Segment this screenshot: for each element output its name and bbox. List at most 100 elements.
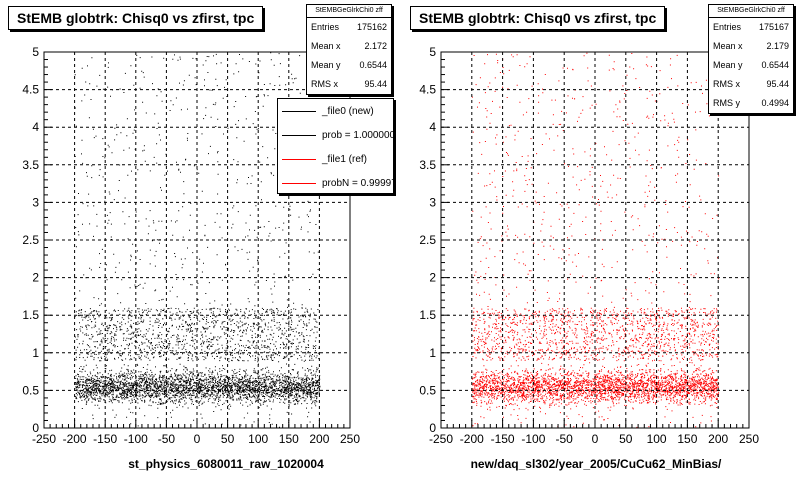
legend-swatch xyxy=(282,134,316,136)
x-tick-label: 250 xyxy=(739,432,759,446)
stats-row-mean-y: Mean y 0.6544 xyxy=(709,56,793,75)
x-tick-label: -200 xyxy=(460,432,484,446)
left-stats-box: StEMBGeGlrkChi0 zff Entries 175162 Mean … xyxy=(306,4,392,95)
stats-value: 0.6544 xyxy=(761,60,789,70)
x-axis: -250 -200 -150 -100 -50 0 50 100 150 200 250 xyxy=(32,420,360,446)
y-tick-label: 0.5 xyxy=(419,383,436,397)
y-tick-label: 1.5 xyxy=(22,308,39,322)
y-tick-label: 4.5 xyxy=(22,83,39,97)
right-plot: -250 -200 -150 -100 -50 0 50 100 150 200 250 0 0.5 1 1… xyxy=(419,45,759,446)
stats-label: Mean x xyxy=(311,41,341,51)
y-tick-label: 4 xyxy=(32,120,39,134)
legend-entry: prob = 1.000000 xyxy=(278,123,393,147)
y-tick-label: 1 xyxy=(429,346,436,360)
stats-value: 2.172 xyxy=(364,41,387,51)
y-tick-label: 0 xyxy=(429,421,436,435)
stats-value: 0.4994 xyxy=(761,98,789,108)
x-tick-label: -250 xyxy=(32,432,56,446)
stats-value: 0.6544 xyxy=(359,60,387,70)
left-title: StEMB globtrk: Chisq0 vs zfirst, tpc xyxy=(8,6,264,30)
right-canvas: -250 -200 -150 -100 -50 0 50 100 150 200 250 0 0.5 1 1… xyxy=(400,0,800,480)
stats-label: Entries xyxy=(713,22,742,32)
x-tick-label: -100 xyxy=(124,432,148,446)
legend-entry: probN = 0.999971 xyxy=(278,171,393,193)
legend-label: probN = 0.999971 xyxy=(322,177,393,189)
right-x-axis-title: new/daq_sl302/year_2005/CuCu62_MinBias/ xyxy=(470,457,722,471)
y-tick-label: 0.5 xyxy=(22,383,39,397)
legend-label: _file0 (new) xyxy=(322,105,374,117)
stats-label: RMS x xyxy=(311,79,338,89)
y-tick-label: 5 xyxy=(429,45,436,59)
x-tick-label: 200 xyxy=(309,432,329,446)
y-tick-label: 3 xyxy=(32,195,39,209)
stats-label: Entries xyxy=(311,22,340,32)
legend-label: _file1 (ref) xyxy=(322,153,368,165)
stats-value: 95.44 xyxy=(766,79,789,89)
y-tick-label: 5 xyxy=(32,45,39,59)
y-tick-label: 3 xyxy=(429,195,436,209)
x-tick-label: 0 xyxy=(592,432,599,446)
stats-label: Mean y xyxy=(311,60,341,70)
left-canvas: -250 -200 -150 -100 -50 0 50 100 150 200 250 0 0.5 1 1… xyxy=(8,4,394,471)
x-tick-label: 100 xyxy=(248,432,268,446)
stats-name: StEMBGeGlrkChi0 zff xyxy=(307,5,391,18)
y-tick-label: 2.5 xyxy=(419,233,436,247)
x-tick-label: -200 xyxy=(63,432,87,446)
x-tick-label: -50 xyxy=(158,432,176,446)
x-tick-label: 0 xyxy=(194,432,201,446)
x-tick-label: 250 xyxy=(340,432,360,446)
y-axis: 0 0.5 1 1.5 2 2.5 3 3.5 4 4.5 5 xyxy=(22,45,52,435)
y-tick-label: 2.5 xyxy=(22,233,39,247)
legend-swatch xyxy=(282,110,316,112)
y-tick-label: 1.5 xyxy=(419,308,436,322)
stats-row-rms-x: RMS x 95.44 xyxy=(709,75,793,94)
stats-value: 175162 xyxy=(356,22,387,32)
legend-label: prob = 1.000000 xyxy=(322,129,394,141)
stats-label: Mean y xyxy=(713,60,743,70)
stats-value: 95.44 xyxy=(364,79,387,89)
x-tick-label: -150 xyxy=(491,432,515,446)
right-stats-box: StEMBGeGlrkChi0 zff Entries 175167 Mean … xyxy=(708,4,794,114)
y-axis: 0 0.5 1 1.5 2 2.5 3 3.5 4 4.5 5 xyxy=(419,45,449,435)
y-tick-label: 4.5 xyxy=(419,83,436,97)
stats-row-mean-x: Mean x 2.179 xyxy=(709,37,793,56)
y-tick-label: 4 xyxy=(429,120,436,134)
left-x-axis-title: st_physics_6080011_raw_1020004 xyxy=(128,457,324,471)
y-tick-label: 3.5 xyxy=(419,158,436,172)
x-tick-label: 150 xyxy=(677,432,697,446)
x-tick-label: 100 xyxy=(647,432,667,446)
stats-row-rms-y: RMS y 0.4994 xyxy=(709,94,793,113)
y-tick-label: 0 xyxy=(32,421,39,435)
x-tick-label: -100 xyxy=(521,432,545,446)
legend-entry: _file1 (ref) xyxy=(278,147,393,171)
y-tick-label: 2 xyxy=(429,271,436,285)
x-tick-label: -50 xyxy=(556,432,574,446)
stats-label: RMS y xyxy=(713,98,740,108)
legend: _file0 (new) prob = 1.000000 _file1 (ref… xyxy=(277,98,394,194)
stats-value: 175167 xyxy=(758,22,789,32)
y-tick-label: 1 xyxy=(32,346,39,360)
stats-row-mean-x: Mean x 2.172 xyxy=(307,37,391,56)
y-tick-label: 2 xyxy=(32,271,39,285)
y-tick-label: 3.5 xyxy=(22,158,39,172)
x-tick-label: 200 xyxy=(708,432,728,446)
stats-row-rms-x: RMS x 95.44 xyxy=(307,75,391,94)
x-axis: -250 -200 -150 -100 -50 0 50 100 150 200 250 xyxy=(429,420,759,446)
legend-swatch xyxy=(282,158,316,160)
x-tick-label: 50 xyxy=(221,432,235,446)
stats-row-entries: Entries 175167 xyxy=(709,18,793,37)
legend-swatch xyxy=(282,182,316,184)
stats-name: StEMBGeGlrkChi0 zff xyxy=(709,5,793,18)
legend-entry: _file0 (new) xyxy=(278,99,393,123)
x-tick-label: -250 xyxy=(429,432,453,446)
stats-label: Mean x xyxy=(713,41,743,51)
x-tick-label: 150 xyxy=(279,432,299,446)
right-title: StEMB globtrk: Chisq0 vs zfirst, tpc xyxy=(410,6,666,30)
stats-label: RMS x xyxy=(713,79,740,89)
x-tick-label: -150 xyxy=(93,432,117,446)
grid-lines xyxy=(441,52,749,428)
stats-value: 2.179 xyxy=(766,41,789,51)
x-tick-label: 50 xyxy=(619,432,633,446)
stats-row-entries: Entries 175162 xyxy=(307,18,391,37)
stats-row-mean-y: Mean y 0.6544 xyxy=(307,56,391,75)
